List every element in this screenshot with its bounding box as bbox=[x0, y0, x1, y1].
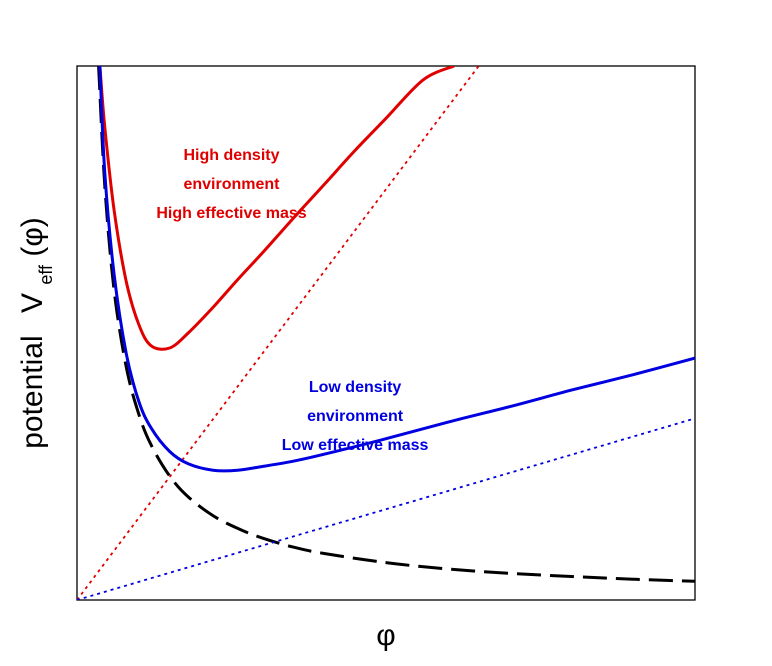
y-axis-label-argument: (φ) bbox=[16, 217, 49, 256]
y-axis-label-text: potential bbox=[16, 335, 49, 448]
series-high-line bbox=[98, 66, 455, 351]
annotation-low-line-1: Low density bbox=[309, 379, 402, 396]
annotation-low-line-2: environment bbox=[307, 408, 404, 425]
series-low-linear-line bbox=[77, 417, 695, 600]
y-axis-label: potential V eff (φ) bbox=[16, 217, 59, 449]
annotation-high-line-1: High density bbox=[183, 147, 279, 164]
annotation-layer: High density environment High effective ma… bbox=[156, 147, 428, 454]
y-axis-label-subscript: eff bbox=[36, 264, 56, 285]
y-axis-label-symbol: V bbox=[16, 293, 49, 313]
annotation-high-line-2: environment bbox=[183, 176, 280, 193]
annotation-low-line-3: Low effective mass bbox=[282, 437, 429, 454]
annotation-high-line-3: High effective mass bbox=[156, 205, 306, 222]
series-layer bbox=[77, 66, 695, 600]
series-low-line bbox=[98, 66, 695, 473]
plot-frame bbox=[76, 65, 696, 601]
x-axis-label: φ bbox=[376, 619, 395, 652]
svg-text:potential V eff: potential V eff (φ) bbox=[16, 217, 59, 449]
series-bare-line bbox=[97, 66, 695, 583]
